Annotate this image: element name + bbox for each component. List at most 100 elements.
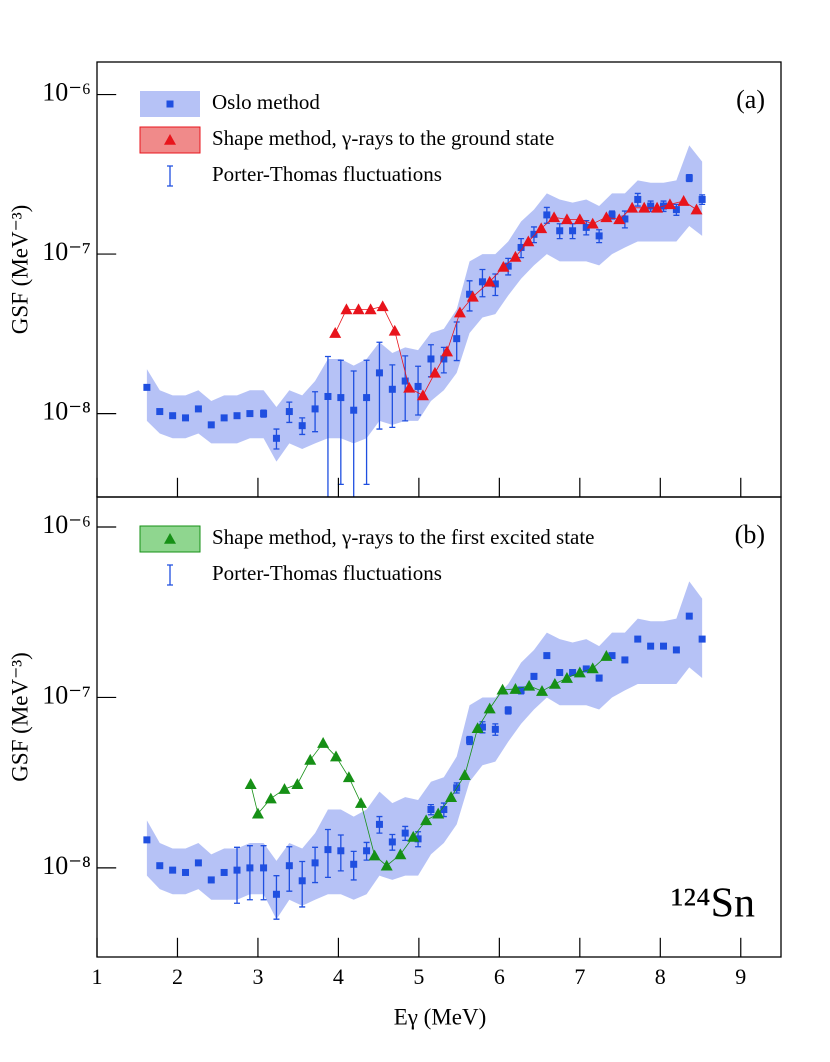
data-point bbox=[626, 201, 639, 213]
data-point bbox=[388, 324, 401, 336]
data-point bbox=[497, 260, 510, 272]
data-point bbox=[543, 652, 551, 660]
data-point bbox=[556, 669, 564, 677]
x-tick-label: 3 bbox=[252, 964, 263, 989]
data-point bbox=[613, 213, 626, 225]
data-point bbox=[285, 408, 293, 416]
legend-marker bbox=[166, 100, 174, 108]
data-point bbox=[600, 650, 613, 661]
data-point bbox=[453, 335, 461, 343]
legend-label: Porter-Thomas fluctuations bbox=[212, 162, 442, 186]
plot-area bbox=[143, 145, 706, 497]
data-point bbox=[244, 778, 257, 789]
y-axis-label: GSF (MeV⁻³) bbox=[7, 205, 32, 335]
data-point bbox=[453, 306, 466, 318]
data-point bbox=[496, 683, 509, 695]
data-point bbox=[672, 206, 680, 214]
x-tick-label: 7 bbox=[574, 964, 585, 989]
data-point bbox=[483, 275, 496, 287]
data-point bbox=[352, 303, 365, 315]
data-point bbox=[522, 235, 535, 247]
data-point bbox=[169, 866, 177, 874]
data-point bbox=[260, 864, 268, 872]
y-tick-label: 10⁻⁷ bbox=[42, 680, 91, 709]
data-point bbox=[677, 195, 690, 206]
y-tick-label: 10⁻⁸ bbox=[42, 851, 91, 880]
data-point bbox=[401, 829, 409, 837]
legend-label: Oslo method bbox=[212, 90, 320, 114]
data-point bbox=[478, 278, 486, 286]
error-bar bbox=[246, 845, 253, 901]
data-point bbox=[220, 414, 228, 422]
data-point bbox=[672, 646, 680, 654]
error-bar bbox=[376, 341, 383, 430]
data-point bbox=[573, 213, 586, 225]
data-point bbox=[569, 227, 577, 235]
data-point bbox=[340, 303, 353, 315]
data-point bbox=[420, 814, 433, 826]
data-point bbox=[416, 389, 429, 401]
y-tick-label: 10⁻⁸ bbox=[42, 397, 91, 426]
data-point bbox=[363, 394, 371, 402]
data-point bbox=[156, 408, 164, 416]
error-bar bbox=[324, 828, 331, 878]
data-point bbox=[530, 230, 538, 238]
data-point bbox=[337, 394, 345, 402]
data-point bbox=[317, 737, 330, 748]
plot-frame bbox=[96, 496, 782, 958]
legend-marker bbox=[167, 564, 173, 586]
data-point bbox=[595, 674, 603, 682]
data-point bbox=[651, 201, 664, 213]
data-point bbox=[440, 355, 448, 363]
nucleus-label: ¹²⁴Sn bbox=[671, 881, 755, 927]
data-point bbox=[466, 290, 474, 298]
data-point bbox=[143, 383, 151, 391]
data-point bbox=[311, 405, 319, 413]
data-point bbox=[621, 215, 629, 223]
data-point bbox=[586, 662, 599, 674]
y-axis-label: GSF (MeV⁻³) bbox=[7, 652, 32, 782]
data-point bbox=[535, 222, 548, 234]
data-point bbox=[445, 791, 458, 802]
data-point bbox=[509, 250, 522, 262]
data-point bbox=[517, 686, 525, 694]
data-point bbox=[388, 385, 396, 393]
data-point bbox=[509, 683, 522, 694]
data-point bbox=[586, 217, 599, 229]
legend-label: Porter-Thomas fluctuations bbox=[212, 561, 442, 585]
data-point bbox=[169, 412, 177, 420]
data-point bbox=[182, 868, 190, 876]
data-point bbox=[608, 211, 616, 219]
x-tick-label: 1 bbox=[92, 964, 103, 989]
data-point bbox=[285, 862, 293, 870]
x-axis-label: Eγ (MeV) bbox=[394, 1004, 487, 1029]
data-point bbox=[573, 666, 586, 678]
x-tick-label: 8 bbox=[655, 964, 666, 989]
error-bar bbox=[260, 845, 267, 901]
x-tick-label: 9 bbox=[735, 964, 746, 989]
data-point bbox=[556, 227, 564, 235]
data-point bbox=[329, 327, 342, 338]
data-point bbox=[466, 736, 474, 744]
data-point bbox=[647, 202, 655, 210]
data-point bbox=[156, 862, 164, 870]
error-bar bbox=[363, 359, 370, 486]
data-point bbox=[663, 198, 676, 210]
data-point bbox=[246, 864, 254, 872]
uncertainty-band bbox=[146, 145, 703, 462]
data-point bbox=[298, 877, 306, 885]
uncertainty-band bbox=[146, 581, 703, 920]
data-point bbox=[324, 846, 332, 854]
data-point bbox=[342, 771, 355, 783]
data-point bbox=[478, 723, 486, 731]
data-point bbox=[298, 422, 306, 430]
data-point bbox=[621, 656, 629, 664]
data-point bbox=[685, 612, 693, 620]
data-point bbox=[536, 685, 549, 696]
data-point bbox=[388, 838, 396, 846]
data-point bbox=[350, 860, 358, 868]
panel-label: (b) bbox=[735, 520, 765, 549]
y-tick-label: 10⁻⁶ bbox=[42, 78, 91, 107]
data-point bbox=[504, 262, 512, 270]
